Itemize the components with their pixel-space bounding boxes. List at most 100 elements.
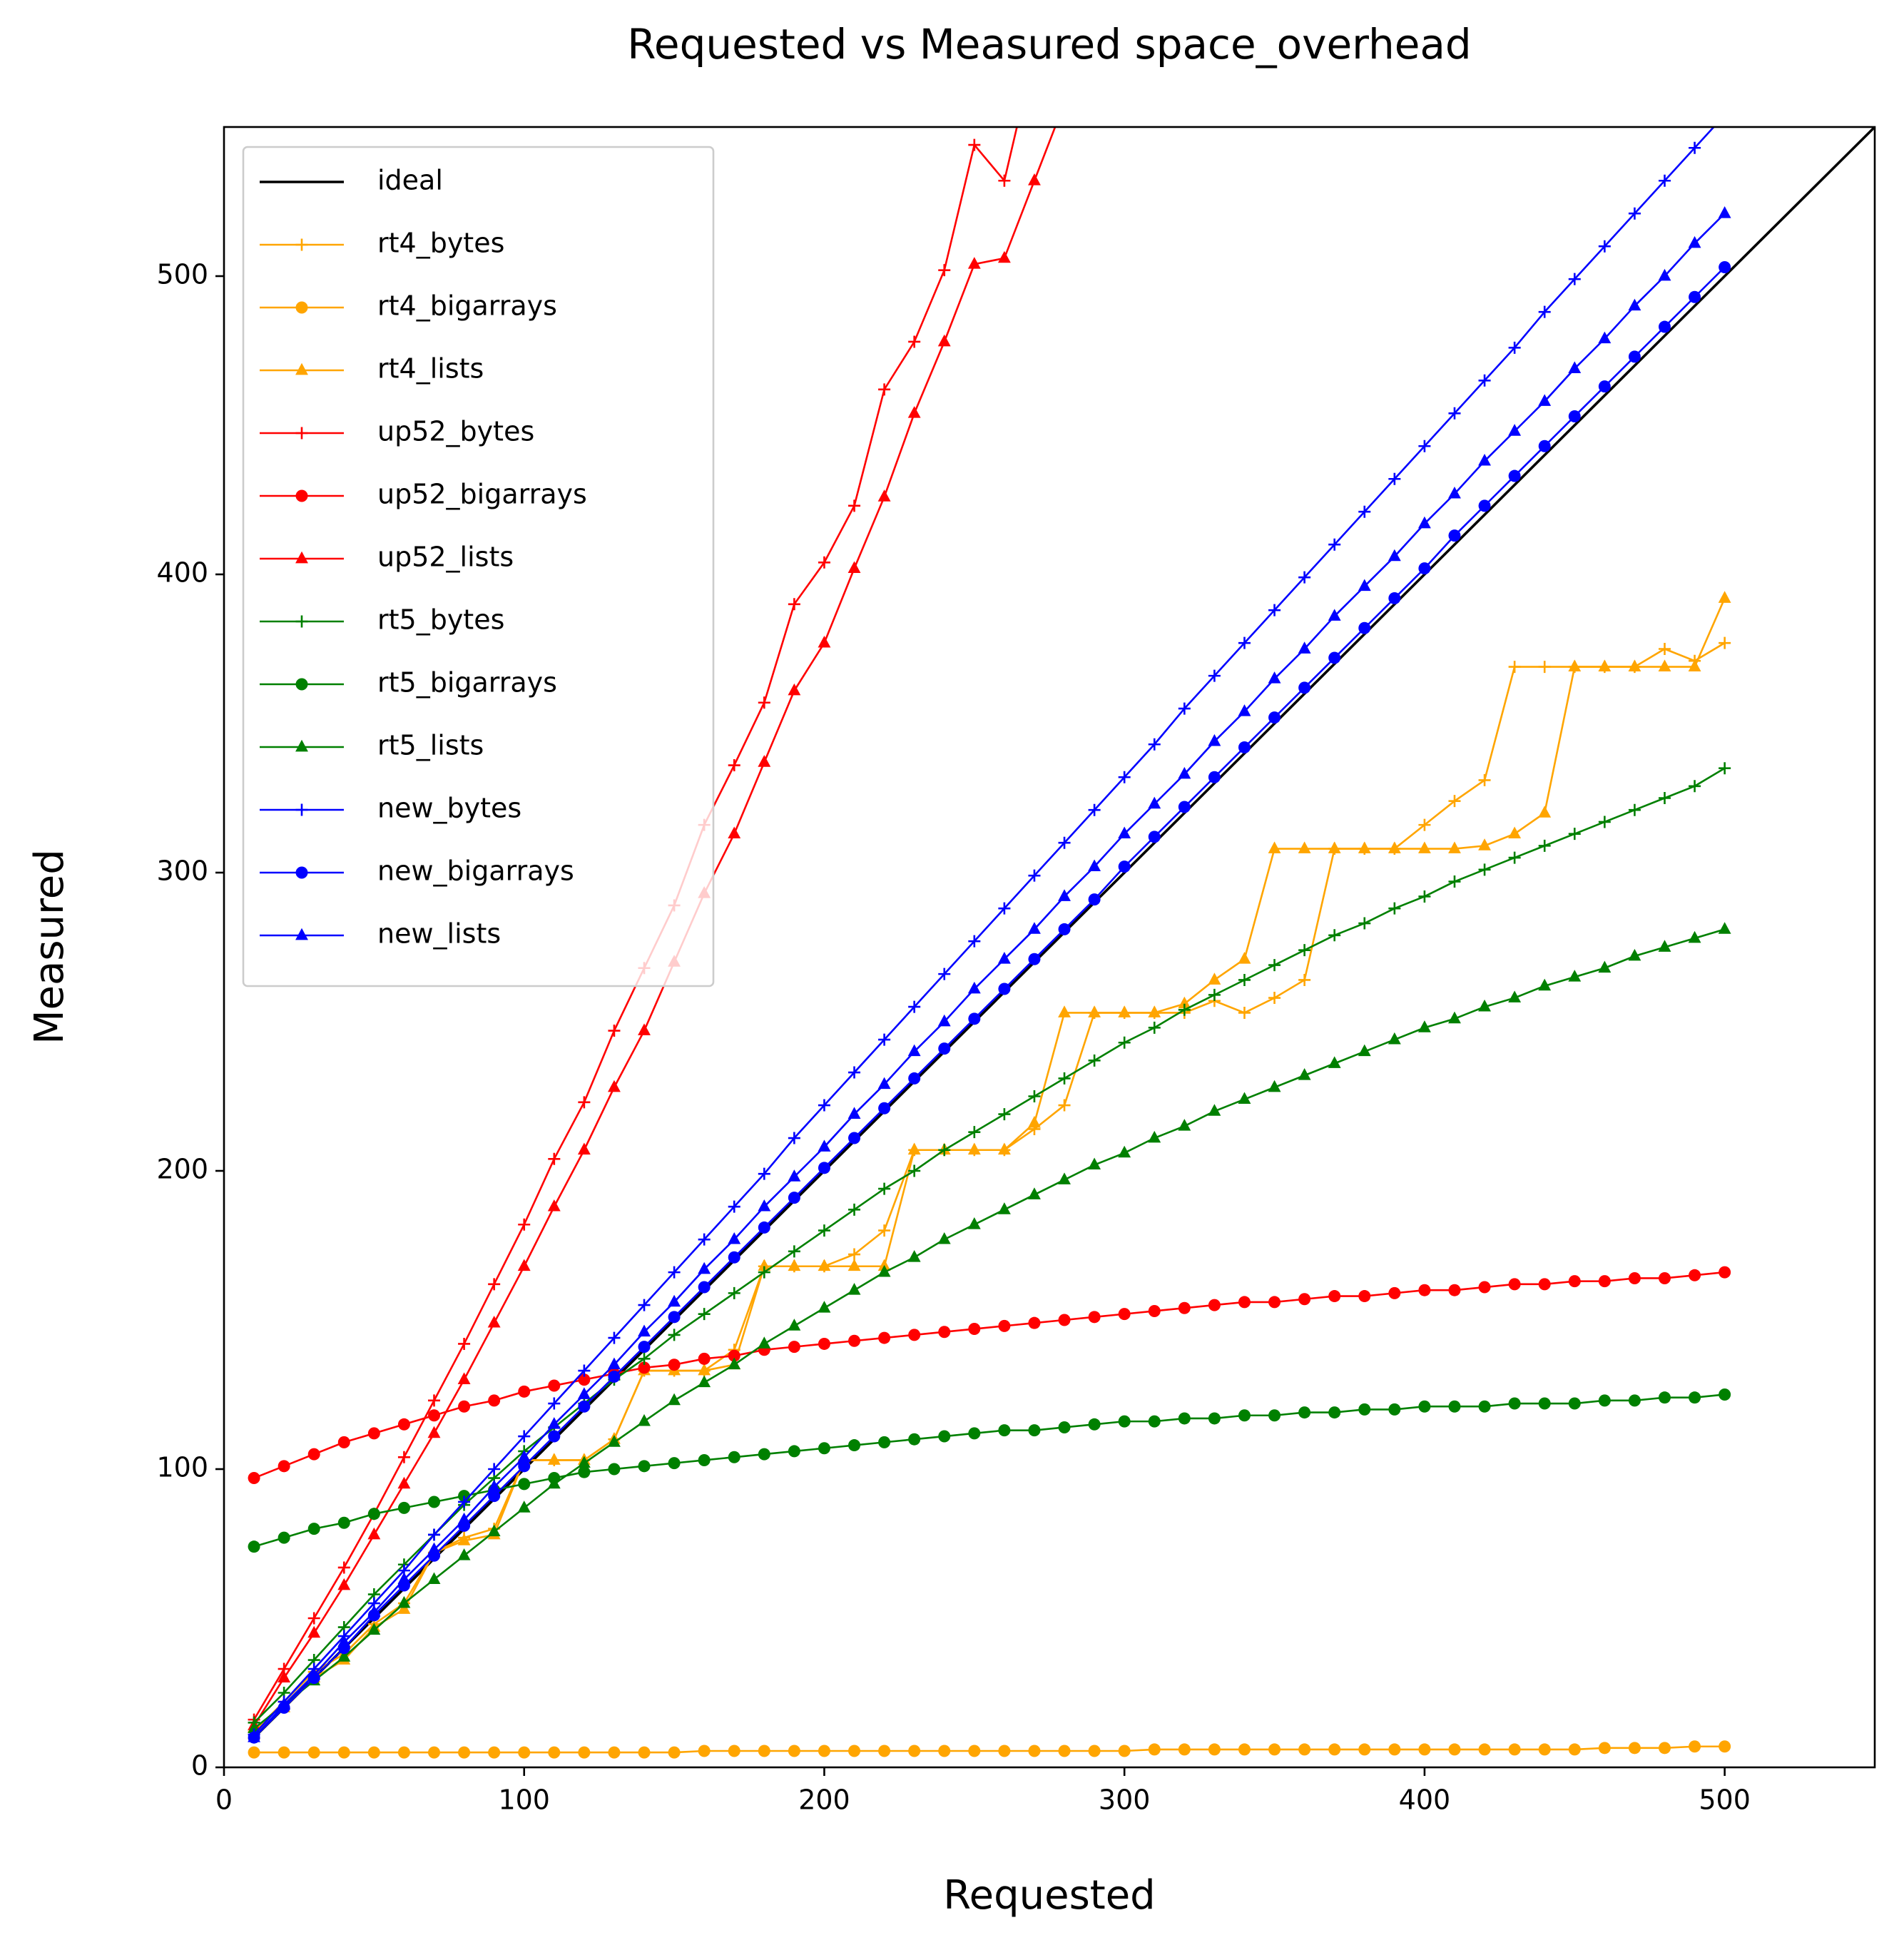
point	[638, 1413, 651, 1426]
point	[998, 1108, 1011, 1121]
point	[428, 1409, 441, 1422]
point	[698, 1281, 711, 1294]
point	[397, 1451, 410, 1463]
point	[1268, 671, 1281, 684]
point	[848, 1334, 861, 1347]
legend-marker	[295, 928, 308, 940]
point	[1689, 1269, 1701, 1281]
point	[818, 1442, 830, 1455]
point	[668, 1329, 681, 1341]
point	[1598, 1394, 1611, 1407]
point	[1178, 801, 1191, 813]
point	[1418, 890, 1431, 903]
point	[1238, 1092, 1251, 1105]
point	[878, 1436, 891, 1448]
point	[1478, 499, 1491, 512]
point	[307, 1523, 320, 1535]
point	[758, 1259, 771, 1271]
point	[1508, 826, 1522, 839]
legend-label: rt5_bigarrays	[377, 667, 557, 699]
point	[1208, 1743, 1221, 1756]
point	[307, 1448, 320, 1461]
point	[1448, 486, 1461, 499]
point	[488, 1278, 501, 1291]
point	[878, 383, 891, 396]
point	[1118, 771, 1131, 783]
point	[638, 1023, 651, 1035]
point	[1028, 1187, 1041, 1199]
point	[847, 1107, 861, 1119]
point	[1689, 1740, 1701, 1753]
point	[938, 1042, 951, 1055]
point	[488, 1490, 501, 1503]
point	[758, 1199, 771, 1212]
point	[1508, 851, 1521, 864]
point	[998, 1424, 1011, 1437]
point	[547, 1199, 561, 1212]
point	[638, 1746, 651, 1759]
point	[1538, 839, 1551, 852]
point	[578, 1096, 591, 1109]
point	[428, 1746, 441, 1759]
point	[1689, 780, 1701, 793]
point	[1598, 960, 1612, 973]
point	[278, 1531, 290, 1544]
legend-marker	[295, 301, 308, 314]
point	[518, 1385, 531, 1398]
point	[1568, 828, 1581, 841]
point	[1328, 1743, 1341, 1756]
point	[1058, 1005, 1071, 1017]
point	[1118, 1005, 1131, 1017]
point	[1358, 621, 1371, 634]
series-line	[253, 767, 1726, 1724]
point	[428, 1496, 441, 1508]
point	[547, 1476, 561, 1489]
point	[518, 1430, 531, 1443]
point	[908, 335, 921, 348]
point	[1628, 1271, 1641, 1284]
legend-marker	[295, 238, 308, 251]
point	[728, 1357, 741, 1370]
point	[1478, 374, 1491, 387]
axes-frame	[223, 126, 1876, 1769]
point	[1058, 1745, 1071, 1757]
point	[698, 1745, 711, 1757]
legend-marker	[295, 739, 308, 752]
point	[1598, 380, 1611, 393]
point	[1298, 841, 1311, 853]
point	[818, 1099, 830, 1112]
point	[1689, 141, 1701, 154]
point	[908, 1433, 921, 1446]
point	[788, 1259, 801, 1271]
y-tick-label: 100	[156, 1452, 208, 1483]
point	[1268, 1409, 1281, 1422]
point	[1178, 702, 1191, 715]
point	[1328, 1406, 1341, 1419]
point	[848, 1132, 861, 1144]
point	[337, 1635, 351, 1647]
point	[877, 1264, 891, 1277]
point	[1058, 889, 1071, 901]
legend: ideal rt4_bytes rt4_bigarrays rt4_lists up52…	[242, 146, 715, 987]
point	[1328, 538, 1341, 551]
point	[1118, 1415, 1131, 1428]
point	[968, 1323, 981, 1336]
series-line	[253, 127, 1057, 1727]
point	[907, 1250, 921, 1262]
point	[698, 1233, 711, 1246]
point	[307, 1746, 320, 1759]
point	[1118, 1036, 1131, 1049]
point	[608, 1463, 621, 1476]
point	[1268, 992, 1281, 1005]
point	[1088, 893, 1101, 906]
point	[1538, 1743, 1551, 1756]
y-axis-label: Measured	[26, 849, 73, 1045]
y-tick-label: 400	[156, 557, 208, 589]
point	[608, 1370, 621, 1383]
point	[1478, 773, 1491, 786]
point	[1298, 944, 1311, 957]
point	[1568, 273, 1581, 285]
point	[1298, 973, 1311, 986]
point	[698, 1453, 711, 1466]
point	[997, 952, 1011, 964]
